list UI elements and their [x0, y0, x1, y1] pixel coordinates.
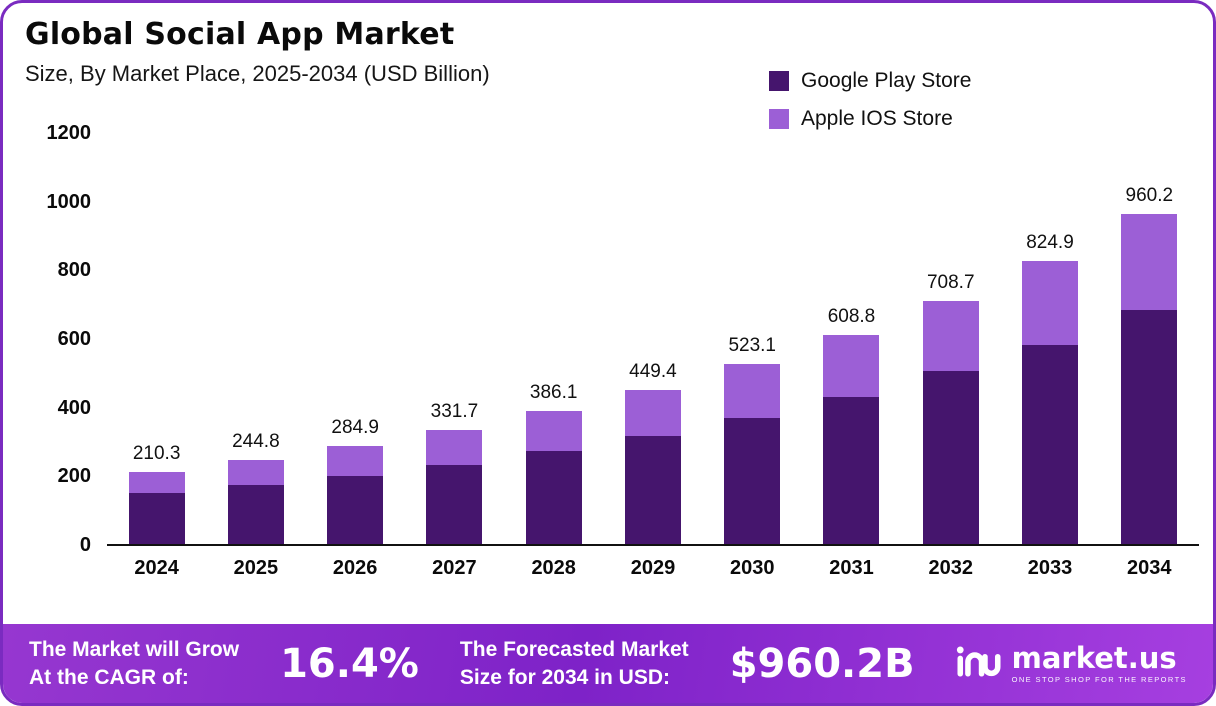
bar-column: 960.2 2034 — [1121, 132, 1178, 579]
legend-label: Apple IOS Store — [801, 107, 953, 130]
bar-column: 386.1 2028 — [525, 132, 582, 579]
y-axis: 0 200 400 600 800 1000 1200 — [19, 122, 92, 556]
brand-name: market.us — [1011, 640, 1177, 675]
bar-column: 824.9 2033 — [1022, 132, 1079, 579]
apple-ios-segment — [922, 300, 979, 372]
apple-ios-segment — [624, 389, 681, 437]
x-axis-label: 2027 — [432, 557, 477, 579]
brand-text: market.us ONE STOP SHOP FOR THE REPORTS — [1011, 640, 1187, 685]
cagr-label-line1: The Market will Grow — [29, 638, 240, 662]
bar-total-label: 449.4 — [629, 360, 677, 382]
forecast-label: The Forecasted Market Size for 2034 in U… — [460, 636, 689, 691]
bar-total-label: 523.1 — [728, 335, 776, 357]
apple-ios-segment — [227, 459, 284, 485]
bar-column: 608.8 2031 — [823, 132, 880, 579]
apple-ios-segment — [1121, 214, 1178, 311]
bar-column: 284.9 2026 — [327, 132, 384, 579]
plot-area: 210.3 2024 244.8 2025 284.9 2026 331.7 2027 386.… — [107, 132, 1199, 579]
x-axis-label: 2028 — [531, 557, 576, 579]
chart-legend: Google Play Store Apple IOS Store — [769, 69, 971, 131]
x-axis-label: 2033 — [1027, 557, 1073, 579]
x-axis-label: 2031 — [829, 557, 874, 579]
bar-column: 708.7 2032 — [922, 132, 979, 579]
cagr-label: The Market will Grow At the CAGR of: — [29, 636, 239, 691]
x-axis-label: 2029 — [630, 557, 676, 579]
apple-ios-segment — [525, 411, 582, 452]
bar-total-label: 386.1 — [529, 382, 578, 404]
google-play-segment — [922, 371, 979, 544]
google-play-segment — [426, 464, 483, 544]
bar-total-label: 244.8 — [232, 430, 280, 452]
apple-ios-segment — [327, 446, 384, 476]
bar-total-label: 824.9 — [1026, 231, 1074, 253]
google-play-segment — [624, 436, 681, 544]
apple-ios-segment — [724, 364, 781, 419]
x-axis-label: 2032 — [928, 557, 974, 579]
y-axis-label: 200 — [57, 465, 91, 488]
google-play-segment — [823, 396, 880, 544]
cagr-value: 16.4% — [280, 640, 419, 687]
forecast-label-line1: The Forecasted Market — [459, 638, 689, 662]
google-play-segment — [724, 418, 781, 544]
apple-ios-segment — [1022, 260, 1079, 345]
google-play-swatch-icon — [769, 71, 789, 91]
bar-total-label: 960.2 — [1125, 185, 1174, 207]
forecast-label-line2: Size for 2034 in USD: — [459, 665, 670, 689]
apple-ios-segment — [823, 335, 880, 397]
bar-total-label: 331.7 — [430, 401, 479, 423]
x-axis-label: 2034 — [1127, 557, 1172, 579]
bar-total-label: 210.3 — [132, 442, 181, 464]
bar-column: 331.7 2027 — [426, 132, 483, 579]
y-axis-label: 600 — [57, 328, 91, 350]
bar-column: 523.1 2030 — [724, 132, 781, 579]
bar-total-label: 284.9 — [331, 417, 379, 439]
footer-banner: The Market will Grow At the CAGR of: 16.… — [3, 624, 1213, 703]
bar-column: 210.3 2024 — [128, 132, 185, 579]
apple-ios-segment — [128, 471, 185, 493]
x-axis-label: 2030 — [729, 557, 775, 579]
x-axis-label: 2026 — [332, 557, 378, 579]
bar-total-label: 608.8 — [827, 306, 876, 327]
chart-subtitle: Size, By Market Place, 2025-2034 (USD Bi… — [25, 61, 490, 86]
google-play-segment — [227, 484, 284, 544]
google-play-segment — [128, 492, 185, 544]
bar-column: 449.4 2029 — [624, 132, 681, 579]
apple-ios-swatch-icon — [769, 109, 789, 129]
y-axis-label: 1200 — [46, 122, 92, 144]
forecast-value: $960.2B — [729, 640, 915, 687]
chart-header: Global Social App Market Size, By Market… — [25, 17, 490, 87]
marketus-logo-icon — [956, 642, 1002, 685]
y-axis-label: 0 — [79, 534, 91, 556]
legend-label: Google Play Store — [801, 69, 972, 92]
stacked-bar-chart: 0 200 400 600 800 1000 1200 210.3 2024 244.8 2025… — [19, 122, 1199, 579]
y-axis-label: 800 — [57, 259, 91, 282]
marketus-brand: market.us ONE STOP SHOP FOR THE REPORTS — [956, 642, 1187, 685]
legend-item-google-play: Google Play Store — [769, 69, 971, 93]
bar-column: 244.8 2025 — [227, 132, 284, 579]
apple-ios-segment — [426, 430, 483, 465]
google-play-segment — [525, 451, 582, 544]
google-play-segment — [1022, 344, 1079, 544]
x-axis-label: 2025 — [233, 557, 279, 579]
y-axis-label: 400 — [57, 396, 91, 419]
brand-tagline: ONE STOP SHOP FOR THE REPORTS — [1011, 675, 1187, 685]
google-play-segment — [327, 475, 384, 544]
y-axis-label: 1000 — [46, 190, 92, 213]
cagr-label-line2: At the CAGR of: — [29, 665, 189, 689]
x-axis-label: 2024 — [134, 557, 179, 579]
google-play-segment — [1121, 310, 1178, 544]
bar-total-label: 708.7 — [926, 271, 975, 293]
legend-item-apple-ios: Apple IOS Store — [769, 107, 971, 131]
chart-title: Global Social App Market — [25, 17, 455, 52]
